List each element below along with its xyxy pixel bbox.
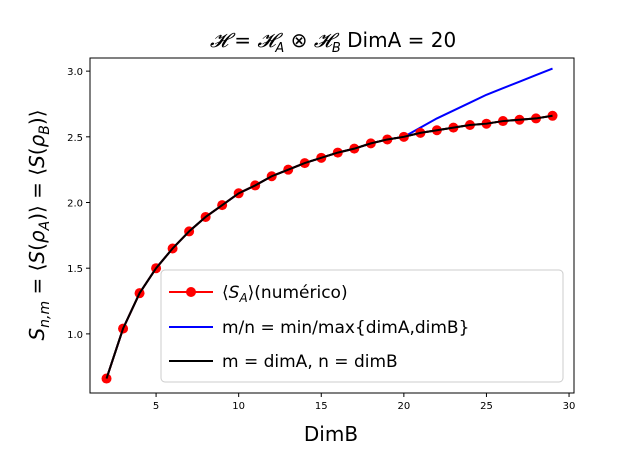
legend-label-numerico: ⟨SA⟩(numérico) — [222, 283, 348, 305]
legend-label-dim: m = dimA, n = dimB — [222, 352, 398, 372]
y-tick-label: 1.0 — [67, 330, 83, 341]
y-tick-label: 2.0 — [67, 199, 83, 210]
legend-label-minmax: m/n = min/max{dimA,dimB} — [222, 318, 469, 338]
legend-marker-numerico — [186, 287, 196, 297]
series-line-dim-overlay — [105, 114, 553, 379]
x-tick-label: 30 — [563, 401, 576, 412]
ticks-layer: 5 10 15 20 25 30 1.0 1.5 2.0 2.5 3.0 — [67, 67, 575, 412]
y-tick-label: 1.5 — [67, 264, 83, 275]
x-axis-label: DimB — [304, 422, 358, 446]
y-axis-label: Sn,m = ⟨S(ρA)⟩ = ⟨S(ρB)⟩ — [25, 109, 53, 340]
y-tick-label: 3.0 — [67, 67, 83, 78]
axes-layer — [89, 57, 575, 394]
x-tick-label: 5 — [153, 401, 159, 412]
plot-frame — [89, 57, 575, 394]
x-tick-label: 10 — [232, 401, 245, 412]
series-layer — [101, 67, 558, 384]
legend-frame — [160, 269, 564, 383]
x-tick-label: 25 — [480, 401, 493, 412]
x-tick-label: 20 — [397, 401, 410, 412]
chart-title: 𝓗 = 𝓗A ⊗ 𝓗B DimA = 20 — [210, 28, 456, 56]
y-tick-label: 2.5 — [67, 133, 83, 144]
x-tick-label: 15 — [315, 401, 328, 412]
legend: ⟨SA⟩(numérico) m/n = min/max{dimA,dimB} … — [160, 269, 564, 383]
